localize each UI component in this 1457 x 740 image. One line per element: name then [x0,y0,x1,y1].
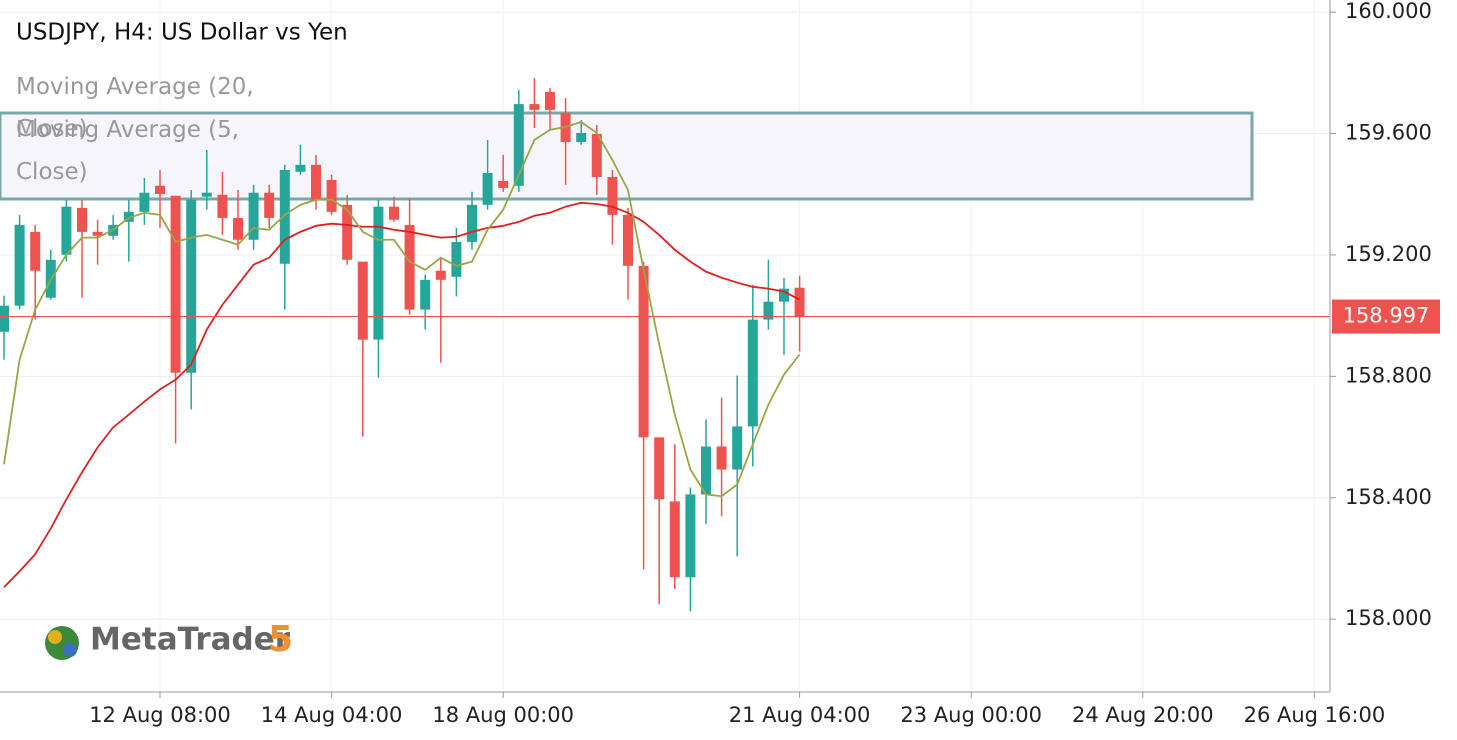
candle-body [342,204,353,260]
candle-body [217,194,228,218]
candle-body [389,206,399,220]
candle-body [685,494,696,578]
candle-body [357,261,368,340]
x-tick-label: 12 Aug 08:00 [89,703,231,727]
candle-body [654,437,665,500]
candle-body [467,204,477,242]
x-tick-label: 14 Aug 04:00 [261,703,403,727]
candle-body [623,214,633,266]
candle-body [435,270,446,280]
candle-body [513,104,524,186]
candle-body [61,206,72,255]
watermark-version: 5 [268,619,293,660]
x-tick-label: 23 Aug 00:00 [900,703,1042,727]
candle-body [14,224,25,306]
candle-body [747,319,758,427]
candle-body [732,426,743,470]
price-label: 158.997 [1343,304,1430,328]
candle-body [77,207,87,232]
candle-body [279,169,290,264]
candle-body [264,192,275,218]
y-tick-label: 159.600 [1345,121,1432,145]
candle-body [669,501,680,578]
ma-line [3,201,801,588]
candle-body [170,195,181,373]
candle-body [233,217,243,240]
candle-body [201,192,212,197]
candle-body [763,301,774,320]
candle-body [607,176,618,215]
legend-entry: Moving Average (5, Close) [16,117,240,185]
candle-body [139,192,150,212]
candle-body [545,91,555,110]
y-tick-label: 159.200 [1345,242,1432,266]
ma-line [3,121,801,498]
watermark: MetaTrader [90,622,291,658]
candle-body [404,224,415,310]
y-tick-label: 160.000 [1345,0,1432,23]
y-tick-label: 158.000 [1345,606,1432,630]
x-tick-label: 26 Aug 16:00 [1244,703,1386,727]
x-tick-label: 18 Aug 00:00 [432,703,574,727]
candle-body [716,446,727,470]
candle-body [311,164,321,200]
candle-body [326,179,337,212]
candle-body [248,192,259,240]
y-tick-label: 158.400 [1345,485,1432,509]
logo-shape [48,630,62,644]
candle-body [529,104,540,110]
logo-shape [63,643,77,657]
candle-body [794,287,805,317]
x-tick-label: 21 Aug 04:00 [729,703,871,727]
legend-entry: Moving Average (20, Close) [16,74,254,142]
candle-body [123,211,134,222]
candle-body [576,132,587,143]
candle-body [155,185,165,194]
candle-body [701,446,711,495]
price-label-box [1332,299,1440,334]
candle-body [638,265,649,438]
chart-title: USDJPY, H4: US Dollar vs Yen [16,20,348,46]
candle-body [591,133,602,177]
candle-body [92,231,103,236]
candle-body [420,279,431,310]
candle-body [30,231,41,271]
candle-body [482,173,493,205]
candle-body [295,164,306,172]
candle-body [498,180,509,188]
candle-body [373,206,384,340]
candle-body [779,288,789,302]
candle-body [0,305,9,332]
y-tick-label: 158.800 [1345,363,1432,387]
x-tick-label: 24 Aug 20:00 [1072,703,1214,727]
candle-body [451,241,462,277]
logo-icon [45,626,79,660]
candle-body [186,199,197,373]
